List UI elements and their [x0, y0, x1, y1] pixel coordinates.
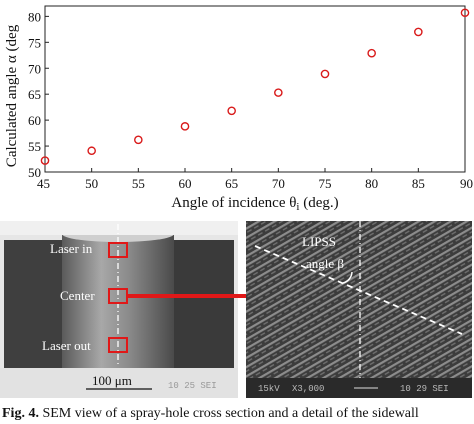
data-point: [367, 48, 376, 58]
y-tick-label: 50: [28, 165, 41, 180]
y-axis-label: Calculated angle α (deg: [4, 24, 20, 167]
data-point: [87, 146, 96, 156]
y-tick-label: 55: [28, 139, 41, 154]
sem-info-left: 10 25 SEI: [168, 381, 217, 391]
x-tick-label: 75: [319, 176, 332, 191]
y-tick-label: 80: [28, 9, 41, 24]
x-tick-label: 45: [37, 176, 50, 191]
marker-laser-in: [108, 242, 128, 258]
data-point: [134, 135, 143, 145]
x-tick-label: 65: [225, 176, 238, 191]
sem-info-magnification: X3,000: [292, 384, 324, 394]
plot-frame: [44, 5, 466, 173]
label-laser-in: Laser in: [50, 241, 93, 256]
data-point: [320, 69, 330, 79]
y-axis-ticks: 50 55 60 65 70 75 80: [28, 9, 49, 180]
x-tick-label: 80: [365, 176, 378, 191]
marker-laser-out: [108, 337, 128, 353]
x-tick-label: 70: [272, 176, 285, 191]
y-tick-label: 75: [28, 35, 41, 50]
data-point: [414, 27, 423, 37]
sem-image-cross-section: Laser in Center Laser out 100 μm 10 25 S…: [0, 221, 238, 398]
data-point: [180, 122, 190, 131]
data-point: [40, 156, 50, 165]
data-point: [460, 8, 470, 18]
data-point: [274, 88, 283, 97]
label-laser-out: Laser out: [42, 338, 91, 353]
figure-caption: Fig. 4. SEM view of a spray-hole cross s…: [2, 406, 472, 422]
scale-bar-label: 100 μm: [92, 373, 132, 388]
x-axis-ticks: 45 50 55 60 65 70 75 80 85 90: [37, 168, 473, 191]
sem-info-voltage: 15kV: [258, 384, 280, 394]
x-tick-label: 90: [460, 176, 473, 191]
sem-image-sidewall-detail: LIPSS angle β 15kV X3,000 10 29 SEI: [246, 221, 472, 398]
data-series: [40, 8, 470, 165]
y-tick-label: 60: [28, 113, 41, 128]
y-tick-label: 70: [28, 61, 41, 76]
x-axis-label: Angle of incidence θi (deg.): [171, 195, 338, 213]
data-point: [227, 106, 236, 116]
x-tick-label: 85: [412, 176, 425, 191]
x-tick-label: 60: [179, 176, 192, 191]
sem-info-right: 10 29 SEI: [400, 384, 449, 394]
x-tick-label: 55: [132, 176, 145, 191]
y-tick-label: 65: [28, 87, 41, 102]
angle-beta-label: angle β: [306, 256, 344, 271]
label-center: Center: [60, 288, 95, 303]
caption-text: SEM view of a spray-hole cross section a…: [38, 406, 419, 421]
figure-number: Fig. 4.: [2, 406, 39, 421]
lipss-label: LIPSS: [302, 234, 336, 249]
x-tick-label: 50: [85, 176, 98, 191]
